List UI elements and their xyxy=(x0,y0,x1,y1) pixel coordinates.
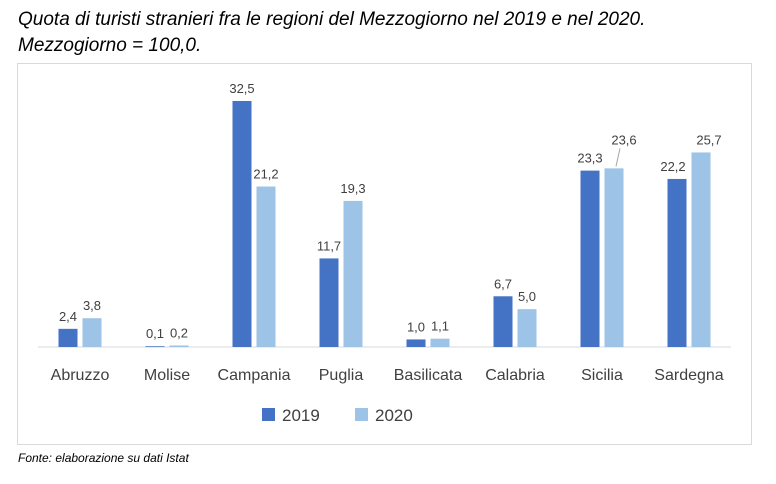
category-label: Campania xyxy=(218,367,291,384)
data-label: 3,8 xyxy=(83,298,101,313)
legend-swatch-2019 xyxy=(262,408,275,421)
category-label: Basilicata xyxy=(394,367,463,384)
data-label: 0,2 xyxy=(170,325,188,340)
category-label: Sardegna xyxy=(654,367,723,384)
bar-2020-basilicata xyxy=(430,338,450,347)
category-label: Abruzzo xyxy=(51,367,110,384)
data-label: 0,1 xyxy=(146,326,164,341)
legend-label: 2020 xyxy=(375,406,413,425)
data-label: 19,3 xyxy=(340,181,365,196)
data-label: 5,0 xyxy=(518,289,536,304)
bar-2019-sardegna xyxy=(667,178,687,347)
chart-title-line2: Mezzogiorno = 100,0. xyxy=(18,35,202,56)
bar-2020-puglia xyxy=(343,200,363,347)
category-label: Puglia xyxy=(319,367,364,384)
legend-label: 2019 xyxy=(282,406,320,425)
data-label: 23,3 xyxy=(577,151,602,166)
bar-2019-abruzzo xyxy=(58,328,78,347)
bar-2020-abruzzo xyxy=(82,318,102,347)
bar-2020-molise xyxy=(169,345,189,347)
data-label: 25,7 xyxy=(696,132,721,147)
bar-2019-basilicata xyxy=(406,339,426,347)
bar-2019-campania xyxy=(232,100,252,347)
leader-line xyxy=(615,148,621,167)
chart-title-line1: Quota di turisti stranieri fra le region… xyxy=(18,9,646,30)
data-label: 11,7 xyxy=(317,238,341,253)
category-label: Sicilia xyxy=(581,367,623,384)
data-label: 23,6 xyxy=(611,132,636,147)
bar-2020-calabria xyxy=(517,309,537,347)
category-label: Molise xyxy=(144,367,190,384)
bar-2019-calabria xyxy=(493,296,513,347)
bar-2020-sardegna xyxy=(691,152,711,347)
legend-swatch-2020 xyxy=(355,408,368,421)
data-label: 32,5 xyxy=(229,81,254,96)
data-label: 2,4 xyxy=(59,309,77,324)
data-label: 6,7 xyxy=(494,276,512,291)
data-label: 1,1 xyxy=(431,319,449,334)
bar-2020-campania xyxy=(256,186,276,347)
bar-2019-puglia xyxy=(319,258,339,347)
source-note: Fonte: elaborazione su dati Istat xyxy=(18,451,189,465)
chart-frame xyxy=(17,63,752,445)
data-label: 1,0 xyxy=(407,319,425,334)
category-label: Calabria xyxy=(485,367,545,384)
data-label: 21,2 xyxy=(253,167,278,182)
data-label: 22,2 xyxy=(660,159,685,174)
bar-2019-sicilia xyxy=(580,170,600,347)
bar-2019-molise xyxy=(145,346,165,348)
bar-2020-sicilia xyxy=(604,168,624,347)
